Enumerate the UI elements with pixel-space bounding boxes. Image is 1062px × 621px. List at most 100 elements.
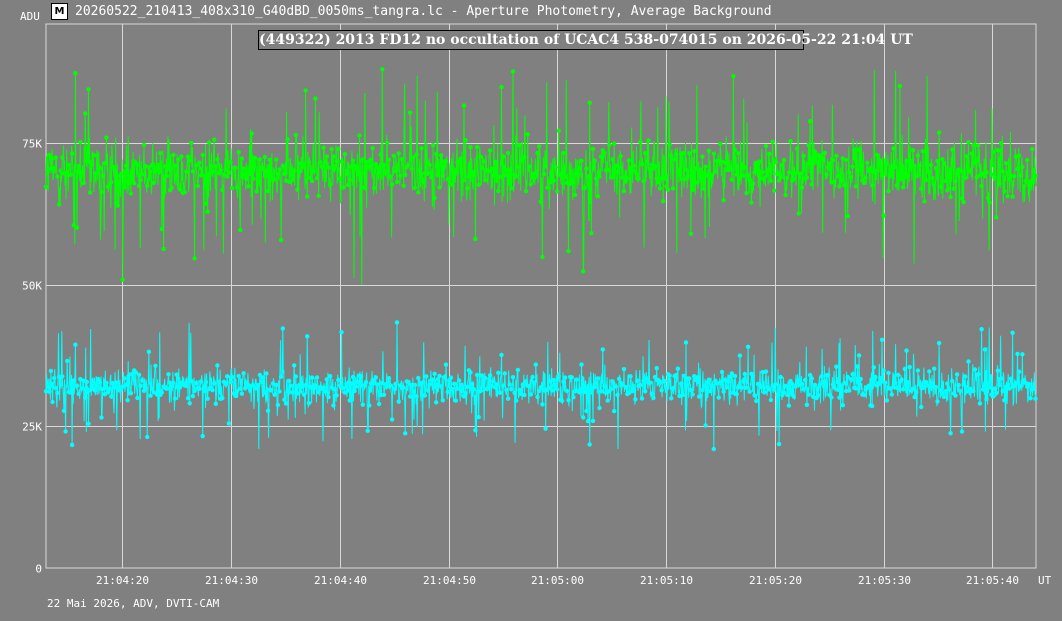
data-point (282, 171, 287, 177)
data-point (78, 376, 83, 382)
data-point (785, 392, 790, 397)
data-point (182, 190, 187, 195)
data-point (61, 408, 67, 413)
data-point (120, 277, 125, 282)
data-point (866, 383, 872, 388)
data-point (781, 157, 787, 163)
data-point (437, 373, 442, 379)
data-point (179, 154, 184, 159)
data-point (55, 174, 60, 179)
data-point (401, 183, 406, 188)
data-point (122, 376, 127, 381)
data-point (834, 364, 839, 369)
data-point (899, 177, 904, 182)
data-point (259, 379, 264, 384)
data-point (1018, 384, 1023, 389)
data-point (373, 375, 378, 380)
data-point (585, 174, 591, 179)
data-point (928, 162, 934, 168)
data-point (87, 190, 93, 195)
data-point (275, 402, 281, 408)
data-point (948, 431, 953, 436)
data-point (185, 396, 191, 401)
data-point (313, 96, 318, 101)
data-point (969, 151, 974, 156)
data-point (914, 173, 919, 179)
data-point (298, 389, 303, 394)
data-point (933, 166, 939, 171)
data-point (530, 171, 535, 177)
data-point (407, 394, 413, 399)
data-point (966, 359, 971, 364)
data-point (159, 390, 165, 395)
data-point (487, 373, 493, 378)
data-point (905, 380, 911, 385)
data-point (45, 384, 50, 390)
data-point (675, 366, 681, 371)
data-point (246, 184, 251, 189)
data-point (332, 164, 338, 169)
x-axis-unit-label: UT (1038, 574, 1052, 587)
data-point (342, 151, 347, 157)
data-point (852, 147, 857, 153)
data-point (915, 153, 921, 158)
data-point (158, 151, 163, 156)
data-point (174, 173, 179, 178)
data-point (745, 173, 751, 178)
data-point (940, 157, 945, 162)
data-point (118, 171, 124, 177)
data-point (47, 152, 52, 158)
data-point (930, 175, 935, 181)
data-point (621, 367, 627, 372)
data-point (832, 179, 837, 184)
data-point (667, 373, 672, 378)
data-point (461, 103, 467, 108)
data-point (94, 381, 99, 386)
data-point (502, 172, 507, 178)
data-point (58, 168, 63, 173)
data-point (739, 165, 744, 170)
data-point (399, 156, 405, 162)
data-point (141, 142, 147, 147)
data-point (959, 196, 965, 201)
tangra-app-icon[interactable]: M (51, 3, 68, 20)
data-point (850, 372, 855, 377)
data-point (1026, 381, 1032, 387)
data-point (89, 162, 94, 167)
data-point (809, 182, 814, 187)
data-point (946, 387, 952, 392)
data-point (834, 153, 839, 159)
data-point (148, 393, 153, 398)
data-point (122, 184, 127, 190)
data-point (958, 168, 963, 173)
data-point (724, 385, 730, 390)
data-point (264, 173, 269, 179)
data-point (337, 383, 343, 388)
data-point (967, 169, 973, 174)
data-point (166, 372, 171, 377)
y-tick-label: 75K (22, 138, 42, 151)
data-point (806, 142, 811, 148)
data-point (347, 398, 352, 403)
window-header: M 20260522_210413_408x310_G40dBD_0050ms_… (0, 0, 1062, 24)
data-point (891, 146, 896, 151)
data-point (74, 383, 80, 388)
data-point (726, 379, 731, 384)
data-point (807, 372, 813, 378)
data-point (453, 398, 458, 403)
data-point (527, 383, 532, 389)
data-point (192, 256, 197, 261)
data-point (203, 379, 209, 385)
data-point (505, 150, 511, 156)
data-point (932, 182, 937, 188)
data-point (277, 389, 282, 394)
data-point (87, 387, 93, 392)
data-point (870, 403, 875, 409)
data-point (215, 157, 220, 162)
data-point (486, 385, 491, 391)
data-point (1007, 386, 1012, 391)
data-point (357, 133, 362, 138)
data-point (646, 138, 651, 143)
data-point (721, 389, 726, 394)
